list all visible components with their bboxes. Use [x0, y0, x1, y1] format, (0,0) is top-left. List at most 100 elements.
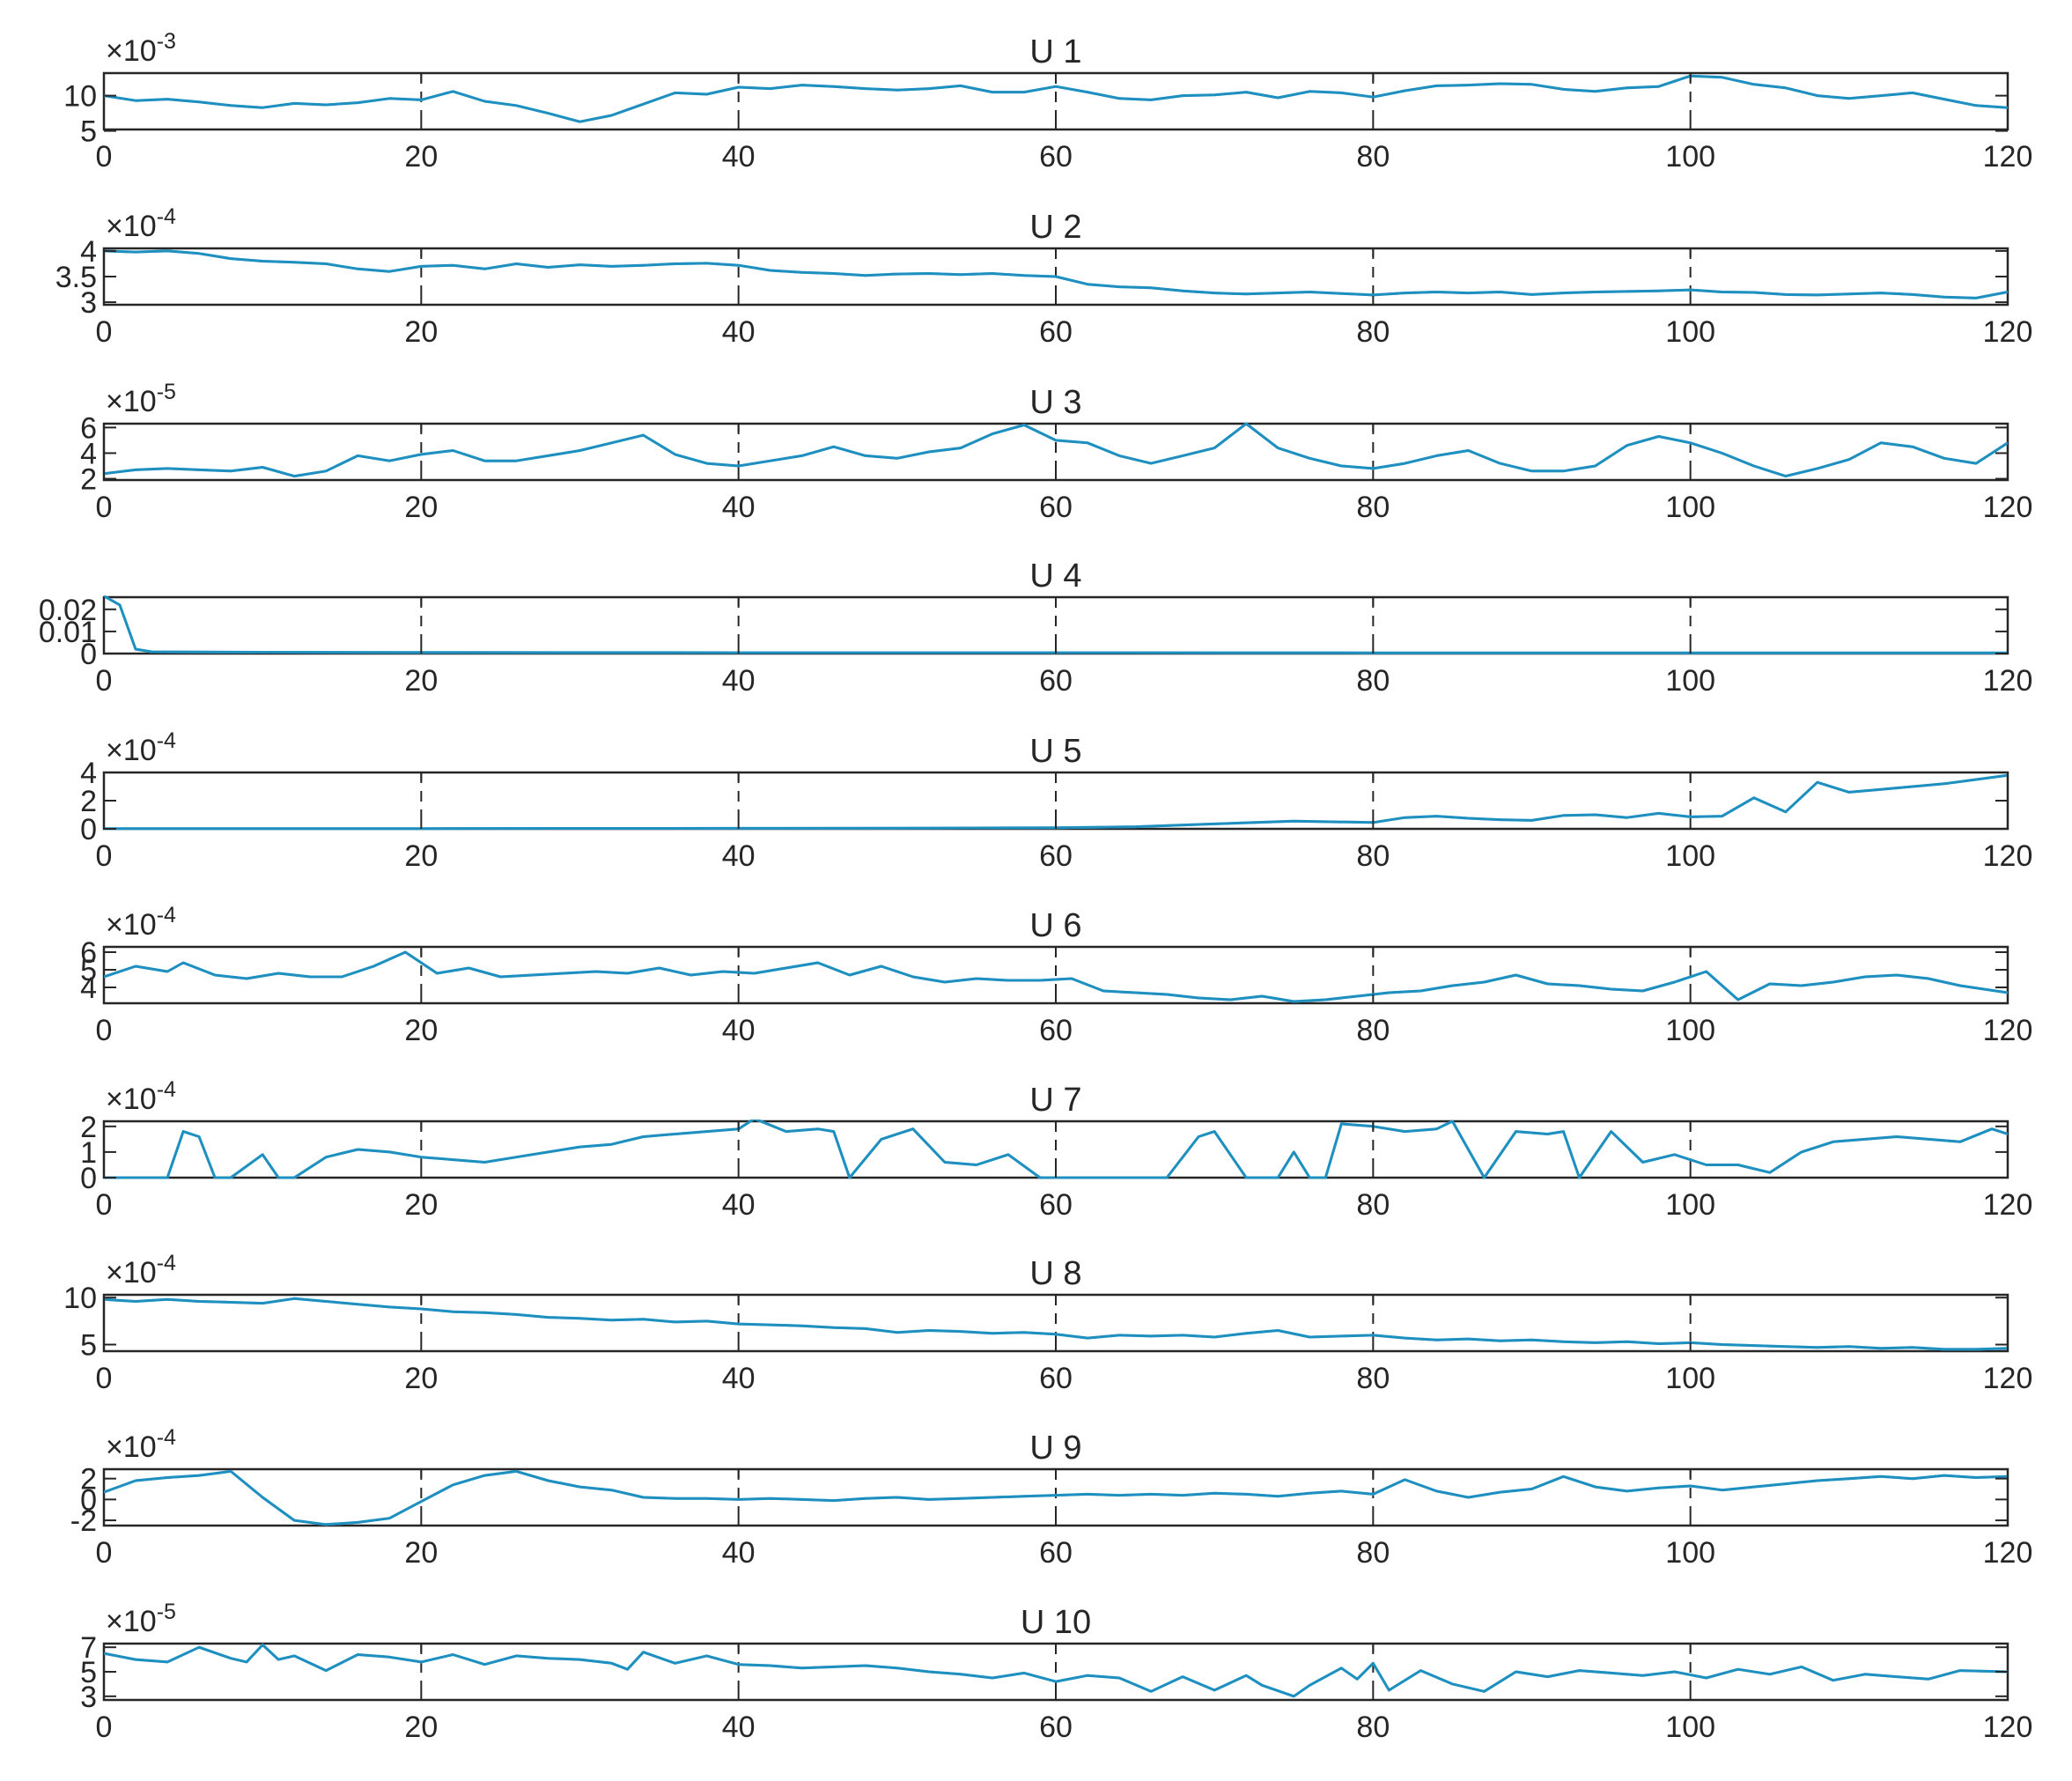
x-tick-label: 80 [1356, 491, 1390, 524]
x-tick-label: 120 [1983, 1188, 2033, 1222]
x-tick-label: 120 [1983, 839, 2033, 873]
x-tick-label: 20 [404, 1188, 438, 1222]
x-tick-label: 0 [96, 1188, 113, 1222]
x-tick-label: 120 [1983, 664, 2033, 698]
x-tick-label: 80 [1356, 140, 1390, 174]
x-tick-label: 100 [1665, 1362, 1715, 1395]
x-tick-label: 40 [722, 1362, 756, 1395]
exponent-base: ×10 [106, 385, 157, 418]
subplot-title: U 10 [1021, 1604, 1091, 1641]
exponent-power: -4 [157, 204, 176, 229]
x-tick-label: 100 [1665, 1014, 1715, 1047]
x-tick-label: 20 [404, 491, 438, 524]
y-tick-label: 4 [80, 235, 97, 269]
y-exponent-label: ×10-5 [106, 1600, 176, 1638]
x-tick-label: 100 [1665, 839, 1715, 873]
y-tick-label: 3 [80, 286, 97, 320]
x-tick-label: 0 [96, 140, 113, 174]
exponent-power: -3 [157, 29, 176, 54]
x-tick-label: 120 [1983, 315, 2033, 349]
exponent-base: ×10 [106, 1083, 157, 1116]
y-tick-label: 0 [80, 1483, 97, 1517]
x-tick-label: 40 [722, 1536, 756, 1570]
series-line [104, 249, 2008, 299]
x-tick-label: 80 [1356, 1536, 1390, 1570]
y-tick-label: 0 [80, 638, 97, 671]
x-tick-label: 40 [722, 491, 756, 524]
x-tick-label: 40 [722, 839, 756, 873]
exponent-base: ×10 [106, 210, 157, 243]
y-tick-label: 0.02 [39, 594, 97, 627]
subplot-u6: 0 20 40 60 80 100 120 456 U 6 ×10-4 [80, 903, 2032, 1047]
x-tick-label: 60 [1039, 315, 1073, 349]
x-tick-label: 60 [1039, 1014, 1073, 1047]
x-tick-label: 40 [722, 140, 756, 174]
x-tick-label: 0 [96, 1536, 113, 1570]
subplot-title: U 7 [1029, 1082, 1081, 1119]
x-tick-label: 100 [1665, 664, 1715, 698]
x-tick-label: 20 [404, 839, 438, 873]
y-tick-label: 4 [80, 757, 97, 790]
subplot-title: U 6 [1029, 907, 1081, 944]
y-exponent-label: ×10-3 [106, 29, 176, 68]
subplot-u3: 0 20 40 60 80 100 120 246 U 3 ×10-5 [80, 380, 2032, 524]
x-tick-label: 0 [96, 491, 113, 524]
exponent-power: -4 [157, 903, 176, 927]
x-tick-label: 120 [1983, 1014, 2033, 1047]
y-exponent-label: ×10-4 [106, 728, 176, 767]
x-tick-label: 100 [1665, 1536, 1715, 1570]
x-tick-label: 40 [722, 664, 756, 698]
x-tick-label: 100 [1665, 1188, 1715, 1222]
x-tick-label: 40 [722, 1188, 756, 1222]
subplot-u1: 0 20 40 60 80 100 120 510 U 1 ×10-3 [63, 29, 2032, 174]
x-tick-label: 20 [404, 1362, 438, 1395]
x-tick-label: 60 [1039, 1536, 1073, 1570]
x-tick-label: 20 [404, 1014, 438, 1047]
subplot-title: U 3 [1029, 384, 1081, 421]
x-tick-label: 0 [96, 664, 113, 698]
x-tick-label: 100 [1665, 491, 1715, 524]
x-tick-label: 20 [404, 1536, 438, 1570]
x-tick-label: 120 [1983, 1362, 2033, 1395]
exponent-power: -5 [157, 380, 176, 404]
y-tick-label: 10 [63, 1282, 97, 1315]
x-tick-label: 80 [1356, 1711, 1390, 1744]
y-tick-label: 10 [63, 80, 97, 114]
y-tick-label: 2 [80, 1111, 97, 1144]
x-tick-label: 20 [404, 140, 438, 174]
y-tick-label: 3 [80, 1681, 97, 1714]
exponent-base: ×10 [106, 34, 157, 68]
y-tick-label: 7 [80, 1631, 97, 1665]
y-tick-label: 0.01 [39, 616, 97, 649]
subplot-title: U 9 [1029, 1430, 1081, 1467]
y-tick-label: 5 [80, 1656, 97, 1689]
x-tick-label: 40 [722, 1711, 756, 1744]
series-line [104, 422, 2008, 478]
exponent-base: ×10 [106, 734, 157, 767]
subplot-title: U 2 [1029, 209, 1081, 246]
y-tick-label: 5 [80, 954, 97, 987]
x-tick-label: 80 [1356, 664, 1390, 698]
series-line [104, 773, 2008, 831]
series-line [104, 950, 2008, 1003]
y-tick-label: 1 [80, 1136, 97, 1170]
y-tick-label: 2 [80, 1463, 97, 1496]
subplot-title: U 1 [1029, 33, 1081, 70]
y-exponent-label: ×10-4 [106, 1077, 176, 1116]
exponent-base: ×10 [106, 1256, 157, 1290]
series-line [104, 1643, 2008, 1698]
exponent-base: ×10 [106, 908, 157, 942]
y-tick-label: 0 [80, 813, 97, 846]
x-tick-label: 0 [96, 839, 113, 873]
y-tick-label: 2 [80, 463, 97, 497]
series-line [104, 1469, 2008, 1526]
series-line [104, 1120, 2008, 1179]
x-tick-label: 20 [404, 664, 438, 698]
x-tick-label: 20 [404, 315, 438, 349]
subplot-u8: 0 20 40 60 80 100 120 5 10 U 8 ×10-4 [63, 1251, 2032, 1395]
x-tick-label: 120 [1983, 1711, 2033, 1744]
x-tick-label: 60 [1039, 1362, 1073, 1395]
y-tick-label: 5 [80, 1329, 97, 1363]
